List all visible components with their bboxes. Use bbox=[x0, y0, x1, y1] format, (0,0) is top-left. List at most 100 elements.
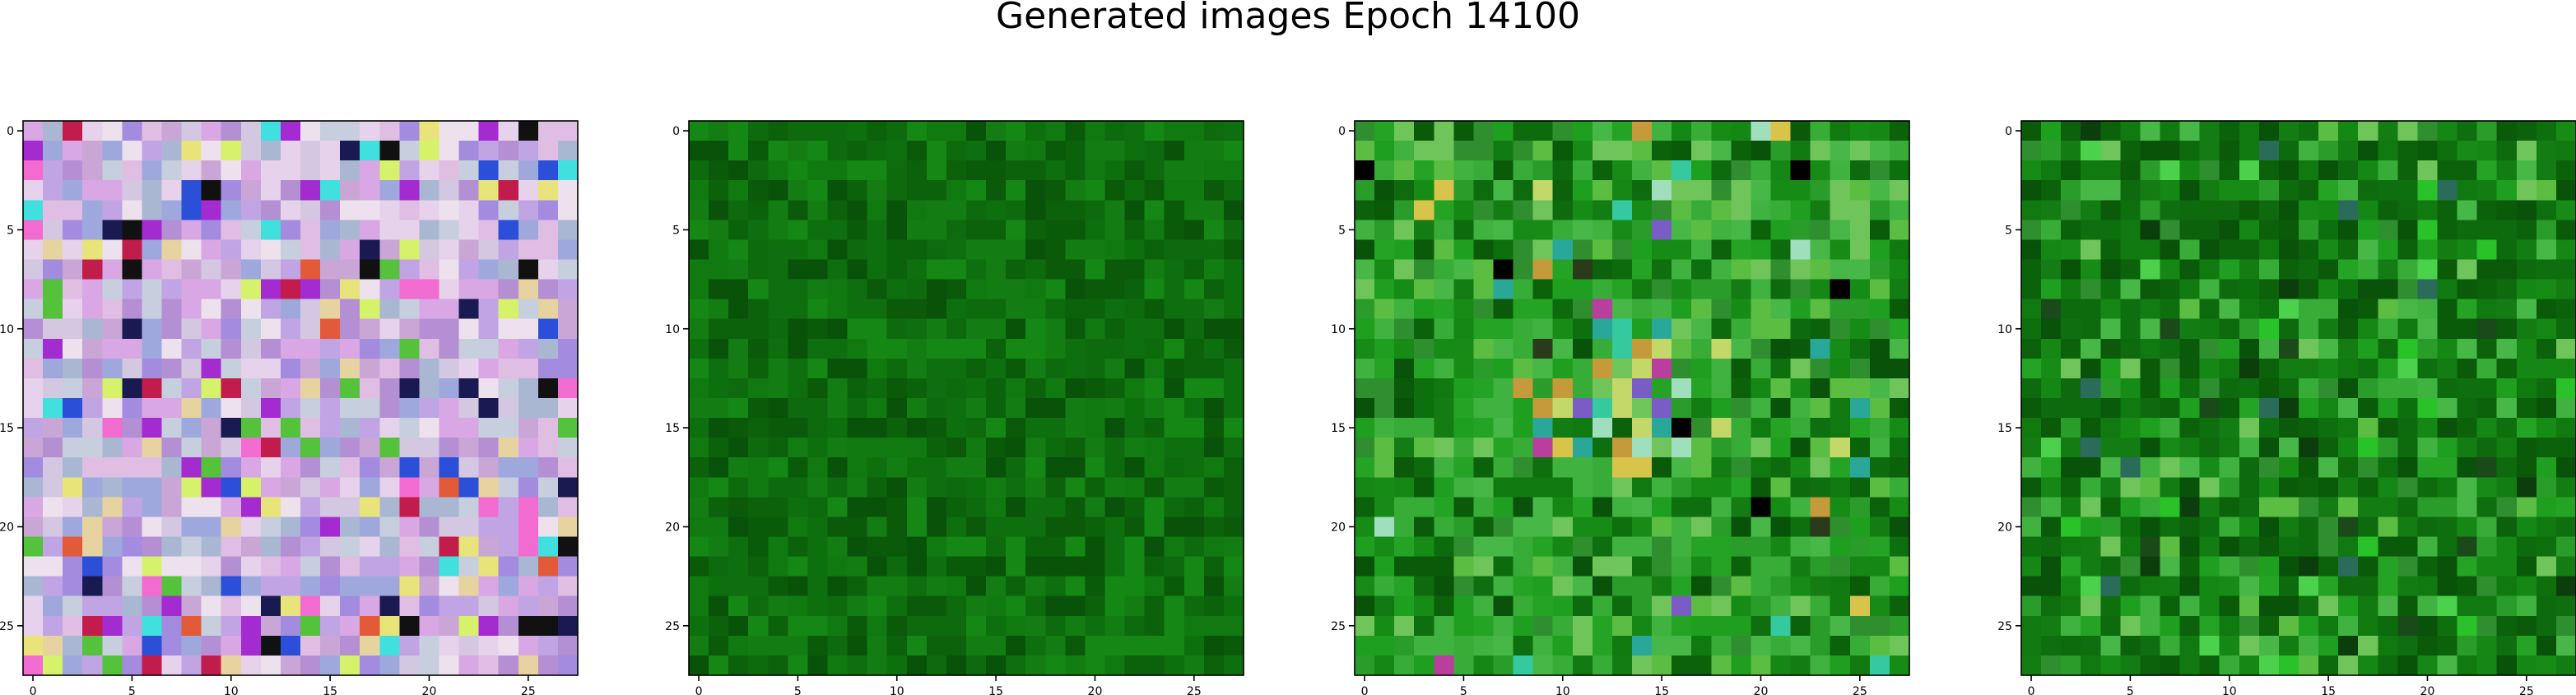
pixel-cell bbox=[340, 438, 360, 458]
pixel-cell bbox=[1652, 556, 1672, 577]
pixel-cell bbox=[320, 200, 341, 220]
pixel-cell bbox=[557, 200, 579, 220]
pixel-cell bbox=[2239, 615, 2260, 637]
pixel-cell bbox=[82, 259, 103, 280]
pixel-cell bbox=[1223, 259, 1244, 280]
pixel-cell bbox=[926, 259, 947, 280]
pixel-cell bbox=[280, 635, 301, 656]
pixel-cell bbox=[1691, 338, 1712, 359]
pixel-cell bbox=[986, 556, 1007, 577]
pixel-cell bbox=[221, 220, 242, 241]
pixel-cell bbox=[1513, 517, 1534, 538]
pixel-cell bbox=[2457, 358, 2478, 379]
pixel-cell bbox=[1632, 497, 1653, 518]
pixel-cell bbox=[2378, 615, 2398, 637]
pixel-cell bbox=[867, 121, 888, 141]
pixel-cell bbox=[2021, 378, 2042, 399]
pixel-cell bbox=[1434, 655, 1454, 676]
pixel-cell bbox=[1830, 615, 1851, 637]
pixel-cell bbox=[2437, 477, 2458, 498]
pixel-cell bbox=[768, 517, 788, 538]
pixel-cell bbox=[2120, 141, 2141, 161]
pixel-cell bbox=[1374, 497, 1395, 518]
pixel-cell bbox=[1006, 576, 1026, 597]
pixel-cell bbox=[867, 279, 888, 300]
pixel-cell bbox=[2516, 239, 2537, 261]
pixel-cell bbox=[537, 576, 559, 597]
pixel-cell bbox=[2120, 398, 2141, 419]
pixel-cell bbox=[1572, 438, 1593, 458]
pixel-cell bbox=[2516, 615, 2537, 637]
pixel-cell bbox=[886, 497, 908, 518]
pixel-cell bbox=[201, 497, 222, 518]
pixel-cell bbox=[1770, 358, 1792, 379]
pixel-cell bbox=[1203, 160, 1225, 181]
pixel-cell bbox=[478, 378, 500, 399]
pixel-cell bbox=[379, 378, 400, 399]
pixel-cell bbox=[2041, 457, 2062, 478]
pixel-cell bbox=[478, 279, 500, 300]
pixel-cell bbox=[689, 220, 709, 241]
pixel-cell bbox=[1183, 180, 1205, 201]
pixel-cell bbox=[1513, 299, 1534, 320]
pixel-cell bbox=[1434, 457, 1454, 478]
pixel-cell bbox=[2100, 576, 2121, 597]
pixel-cell bbox=[2555, 477, 2576, 498]
y-tick-label: 5 bbox=[1338, 224, 1346, 237]
pixel-cell bbox=[1869, 220, 1890, 241]
pixel-cell bbox=[1203, 299, 1225, 320]
pixel-cell bbox=[537, 497, 559, 518]
pixel-cell bbox=[340, 497, 360, 518]
pixel-cell bbox=[2061, 220, 2081, 241]
pixel-cell bbox=[1532, 279, 1554, 300]
pixel-cell bbox=[1731, 378, 1752, 399]
pixel-cell bbox=[1394, 259, 1415, 280]
pixel-cell bbox=[320, 517, 341, 538]
pixel-cell bbox=[1394, 180, 1415, 201]
pixel-cell bbox=[807, 160, 829, 181]
pixel-cell bbox=[1414, 318, 1434, 340]
pixel-cell bbox=[926, 477, 947, 498]
pixel-cell bbox=[2100, 318, 2121, 340]
pixel-cell bbox=[2081, 457, 2101, 478]
pixel-cell bbox=[1473, 398, 1495, 419]
pixel-cell bbox=[709, 635, 729, 656]
pixel-cell bbox=[1611, 180, 1633, 201]
pixel-cell bbox=[2120, 378, 2141, 399]
pixel-cell bbox=[1611, 259, 1633, 280]
pixel-cell bbox=[43, 477, 63, 498]
pixel-cell bbox=[1394, 338, 1415, 359]
pixel-cell bbox=[847, 141, 868, 161]
pixel-cell bbox=[1104, 635, 1126, 656]
pixel-cell bbox=[906, 121, 928, 141]
pixel-cell bbox=[709, 517, 729, 538]
pixel-cell bbox=[2061, 595, 2081, 617]
pixel-cell bbox=[1164, 536, 1185, 558]
pixel-cell bbox=[1203, 180, 1225, 201]
pixel-cell bbox=[2258, 220, 2280, 241]
pixel-cell bbox=[1632, 358, 1653, 379]
pixel-cell bbox=[1632, 576, 1653, 597]
pixel-cell bbox=[518, 121, 539, 141]
pixel-cell bbox=[1751, 220, 1772, 241]
pixel-cell bbox=[1869, 655, 1890, 676]
pixel-cell bbox=[1104, 299, 1126, 320]
pixel-cell bbox=[986, 220, 1007, 241]
pixel-cell bbox=[807, 438, 829, 458]
y-tick-label: 20 bbox=[665, 521, 680, 534]
pixel-cell bbox=[201, 220, 222, 241]
pixel-cell bbox=[2358, 576, 2378, 597]
pixel-cell bbox=[946, 457, 967, 478]
pixel-cell bbox=[221, 497, 242, 518]
pixel-cell bbox=[1374, 279, 1395, 300]
pixel-cell bbox=[1849, 338, 1871, 359]
pixel-cell bbox=[1006, 220, 1026, 241]
pixel-cell bbox=[709, 477, 729, 498]
pixel-cell bbox=[1025, 615, 1046, 637]
pixel-cell bbox=[1810, 160, 1831, 181]
pixel-cell bbox=[689, 635, 709, 656]
pixel-cell bbox=[2417, 378, 2439, 399]
pixel-cell bbox=[1203, 556, 1225, 577]
pixel-cell bbox=[1889, 378, 1910, 399]
